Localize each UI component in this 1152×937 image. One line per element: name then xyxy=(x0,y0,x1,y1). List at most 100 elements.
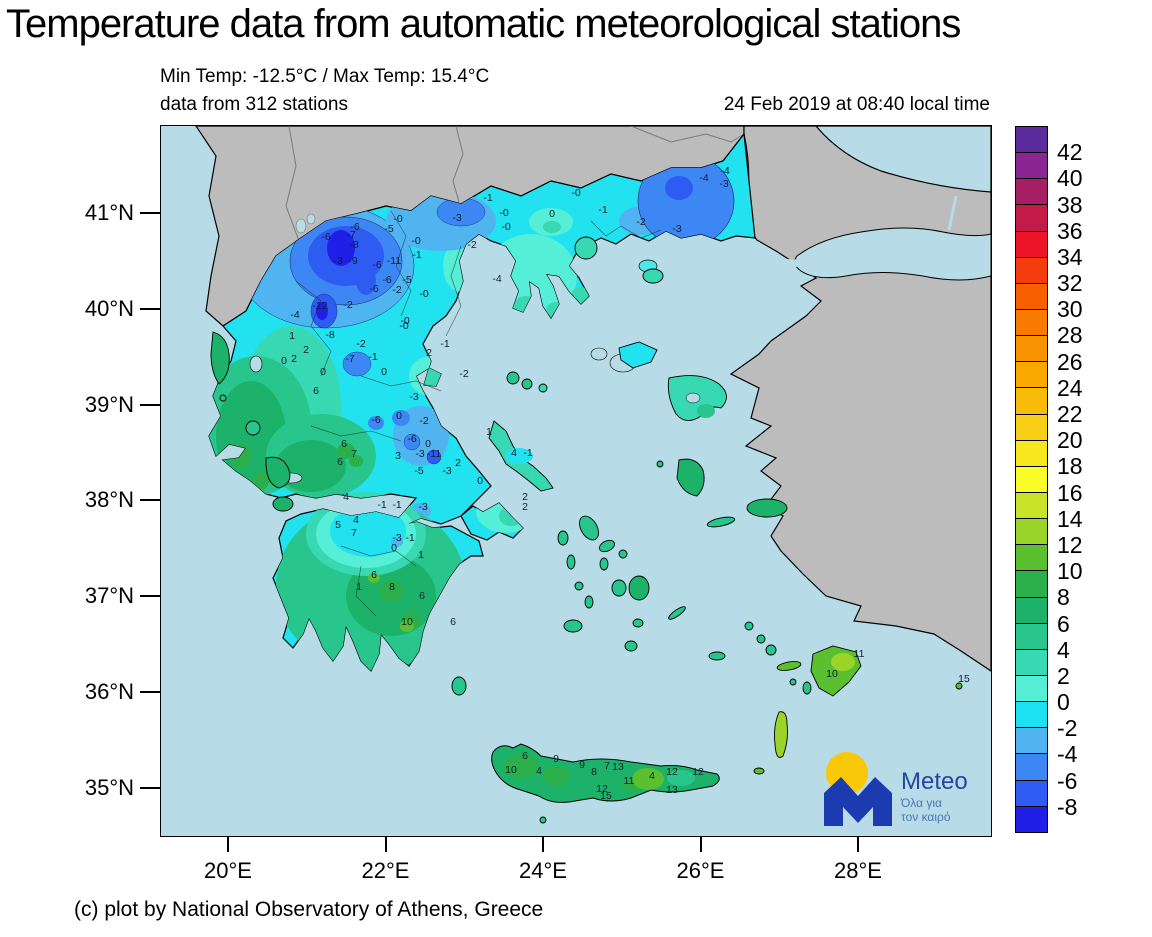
station-temp-label: 6 xyxy=(522,750,528,762)
colorbar-cell xyxy=(1016,336,1047,363)
station-temp-label: 9 xyxy=(553,753,559,765)
island-kalymnos xyxy=(765,644,777,656)
station-temp-label: 0 xyxy=(396,410,402,422)
station-temp-label: -4 xyxy=(699,172,708,184)
colorbar-cell xyxy=(1016,153,1047,180)
admin-boundaries xyxy=(295,210,662,617)
island-patmos xyxy=(744,621,754,631)
station-temp-label: -9 xyxy=(348,255,357,267)
station-temp-label: -2 xyxy=(356,338,365,350)
station-temp-label: 10 xyxy=(505,764,517,776)
colorbar-tick-label: 24 xyxy=(1057,374,1083,401)
station-temp-label: -3 xyxy=(418,501,427,513)
station-temp-label: -0 xyxy=(400,315,409,327)
station-temp-label: -0 xyxy=(399,320,408,332)
colorbar-cell xyxy=(1016,231,1047,258)
y-axis-tick-label: 41°N xyxy=(84,200,134,225)
island-gavdos xyxy=(539,816,547,824)
colorbar-tick-label: 36 xyxy=(1057,217,1083,244)
island-paxi xyxy=(219,394,227,402)
y-axis-tick-label: 37°N xyxy=(84,583,134,609)
station-temp-label: 6 xyxy=(337,456,343,468)
station-temp-label: 2 xyxy=(522,501,528,513)
station-temp-label: 11 xyxy=(854,648,865,660)
station-temp-label: -5 xyxy=(414,465,423,477)
station-temp-label: -7 xyxy=(345,353,354,365)
station-temp-label: -3 xyxy=(415,448,424,460)
colorbar-tick-label: 22 xyxy=(1057,401,1083,428)
station-temp-label: -6 xyxy=(371,414,380,426)
island-alonissos xyxy=(538,383,548,393)
station-temp-label: -4 xyxy=(290,309,299,321)
island-lefkada xyxy=(245,420,261,436)
credit-text: (c) plot by National Observatory of Athe… xyxy=(74,898,544,921)
map-plot-area: -6 -6 -7 -8 -5 -0 -0 -1 -3 -9 -11 -6 -6 -5 -6 -2 -0 -2 -12… xyxy=(160,125,992,837)
station-temp-label: -8 xyxy=(349,239,358,251)
station-temp-label: -3 xyxy=(452,212,461,224)
y-axis-tick-mark xyxy=(140,403,160,406)
colorbar-cell xyxy=(1016,179,1047,206)
island-mykonos xyxy=(618,549,628,559)
station-temp-label: 0 xyxy=(549,208,555,220)
station-temp-label: -1 xyxy=(405,532,414,544)
island-amorgos xyxy=(668,606,686,620)
station-temp-label: -0 xyxy=(571,187,580,199)
station-temp-label: -3 xyxy=(442,465,451,477)
station-temp-label: -1 xyxy=(377,499,386,511)
colorbar-tick-label: 10 xyxy=(1057,558,1083,585)
colorbar-tick-label: 0 xyxy=(1057,689,1070,716)
island-nisyros xyxy=(789,678,797,686)
island-kea xyxy=(557,530,569,546)
foreign-land-turkey xyxy=(638,126,991,672)
station-temp-label: -2 xyxy=(419,415,428,427)
colorbar-tick-label: 42 xyxy=(1057,139,1083,166)
island-crete xyxy=(491,743,720,803)
black-sea xyxy=(815,126,991,193)
colorbar-tick-label: 18 xyxy=(1057,453,1083,480)
sea-of-marmara xyxy=(794,227,991,281)
colorbar-tick-label: 4 xyxy=(1057,636,1070,663)
island-serifos xyxy=(574,581,584,591)
station-temp-label: 15 xyxy=(600,790,612,802)
station-temp-label: 0 xyxy=(391,542,397,554)
station-temperature-labels: -6-6 -7-8-5-0-0-1-3 -9 -11-6-6 -5-6 -2 -0-2-12… xyxy=(281,165,970,802)
island-santorini xyxy=(624,640,638,652)
station-temp-label: 10 xyxy=(826,668,838,680)
station-temp-label: 0 xyxy=(381,366,387,378)
station-temp-label: 6 xyxy=(419,590,425,602)
station-temp-label: -11 xyxy=(387,255,402,267)
station-temp-label: -1 xyxy=(523,447,532,459)
island-paros xyxy=(611,579,627,597)
meteo-tagline-1: Όλα για xyxy=(900,796,942,810)
x-axis-tick-mark xyxy=(384,837,387,852)
colorbar-cell xyxy=(1016,728,1047,755)
colorbar-tick-label: 14 xyxy=(1057,505,1083,532)
station-temp-label: 1 xyxy=(486,426,492,438)
station-temp-label: 13 xyxy=(666,784,678,796)
island-corfu xyxy=(210,331,230,385)
station-temp-label: 8 xyxy=(389,581,395,593)
island-psara xyxy=(656,460,664,468)
station-temp-label: -2 xyxy=(459,368,468,380)
island-tinos xyxy=(598,539,616,553)
station-temp-label: 9 xyxy=(579,759,585,771)
island-ikaria xyxy=(706,516,736,528)
station-temp-label: 2 xyxy=(303,344,309,356)
y-axis-tick-mark xyxy=(140,212,160,214)
station-temp-label: -3 xyxy=(333,255,342,267)
y-axis-tick-mark xyxy=(140,786,160,789)
station-temp-label: -11 xyxy=(427,448,442,460)
station-temp-label: 4 xyxy=(536,765,542,777)
station-temp-label: -2 xyxy=(467,239,476,251)
temperature-colorbar xyxy=(1015,126,1048,833)
island-syros xyxy=(599,557,609,571)
page-title: Temperature data from automatic meteorol… xyxy=(6,2,961,46)
station-temp-label: 12 xyxy=(596,783,608,795)
colorbar-cell xyxy=(1016,649,1047,676)
colorbar-tick-label: 16 xyxy=(1057,479,1083,506)
island-kasos xyxy=(753,767,765,775)
station-temp-label: -6 xyxy=(382,274,391,286)
island-thasos xyxy=(574,236,598,260)
colorbar-tick-label: 34 xyxy=(1057,243,1083,270)
